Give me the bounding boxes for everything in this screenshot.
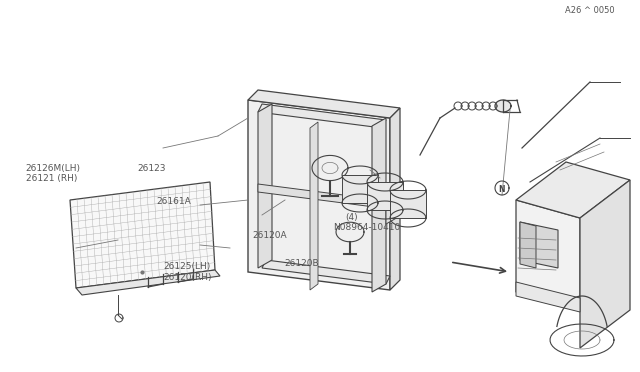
Polygon shape — [70, 182, 215, 288]
Text: 26120B: 26120B — [285, 259, 319, 267]
Text: N08964-10410: N08964-10410 — [333, 223, 400, 232]
Polygon shape — [495, 100, 511, 112]
Polygon shape — [248, 90, 400, 118]
Polygon shape — [516, 162, 630, 218]
Text: A26 ^ 0050: A26 ^ 0050 — [564, 6, 614, 15]
Text: 26126M(LH): 26126M(LH) — [26, 164, 81, 173]
Text: 26123: 26123 — [138, 164, 166, 173]
Polygon shape — [516, 282, 580, 312]
Polygon shape — [262, 260, 390, 284]
Polygon shape — [248, 100, 390, 290]
Polygon shape — [390, 108, 400, 290]
Text: 26125(LH): 26125(LH) — [163, 262, 211, 271]
Polygon shape — [372, 118, 386, 292]
Polygon shape — [367, 182, 403, 210]
Text: 26120(RH): 26120(RH) — [163, 273, 212, 282]
Text: (4): (4) — [346, 213, 358, 222]
Text: 26121 (RH): 26121 (RH) — [26, 174, 77, 183]
Text: 26120A: 26120A — [253, 231, 287, 240]
Polygon shape — [390, 190, 426, 218]
Polygon shape — [386, 192, 400, 224]
Polygon shape — [580, 180, 630, 348]
Polygon shape — [310, 122, 318, 290]
Polygon shape — [520, 222, 558, 268]
Polygon shape — [516, 200, 580, 310]
Polygon shape — [76, 270, 220, 295]
Polygon shape — [258, 104, 386, 128]
Polygon shape — [342, 175, 378, 203]
Polygon shape — [520, 222, 536, 268]
Text: N: N — [499, 185, 505, 193]
Polygon shape — [258, 184, 382, 208]
Polygon shape — [258, 104, 272, 268]
Text: 26161A: 26161A — [157, 197, 191, 206]
